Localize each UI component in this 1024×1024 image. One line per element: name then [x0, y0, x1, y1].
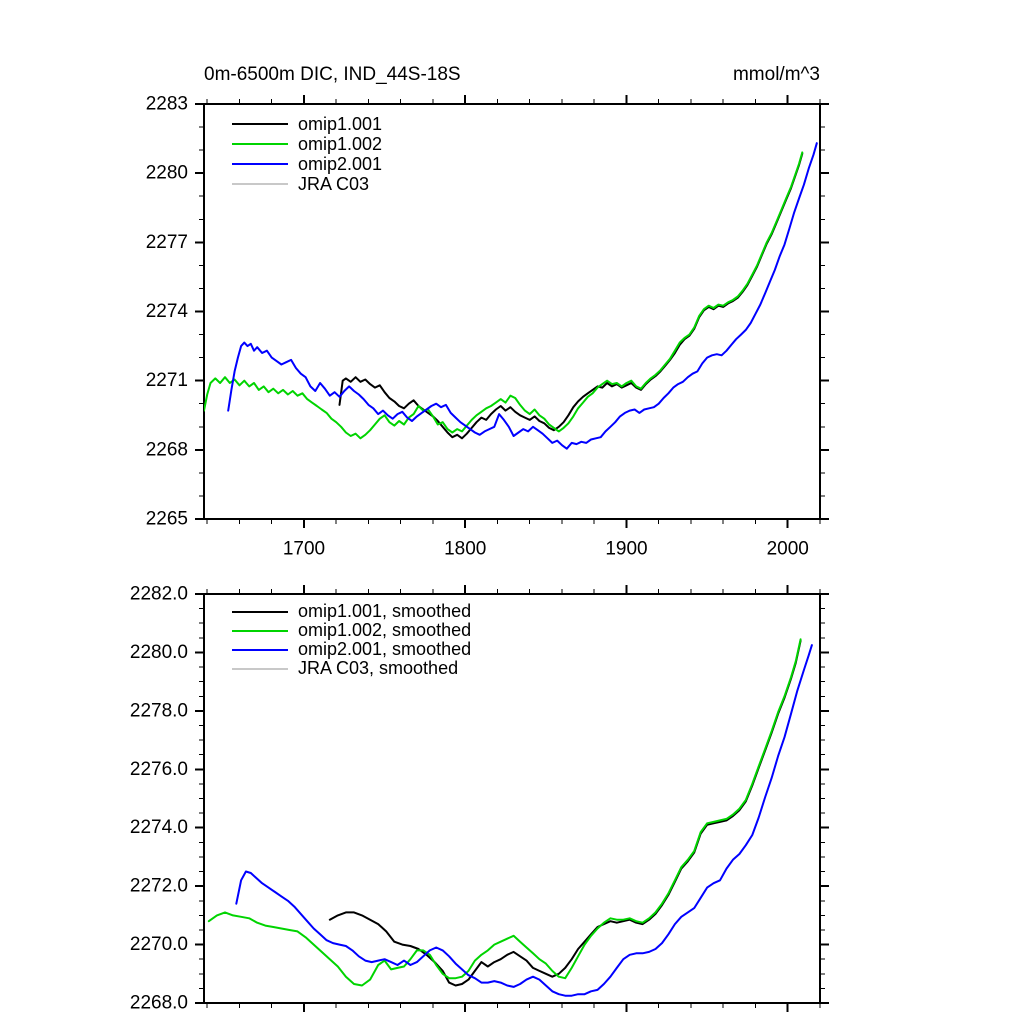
legend-item: omip1.002, smoothed [232, 620, 472, 640]
y-tick-label: 2278.0 [130, 700, 188, 721]
y-tick-label: 2268 [146, 439, 188, 460]
ticks [195, 95, 829, 528]
legend-label: JRA C03, smoothed [298, 658, 459, 678]
legend-item: JRA C03 [232, 174, 382, 194]
series-omip1-002-smoothed [207, 638, 802, 987]
chart-units-label: mmol/m^3 [732, 64, 820, 85]
y-tick-label: 2276.0 [130, 759, 188, 780]
y-tick-label: 2265 [146, 509, 188, 530]
y-tick-label: 2282.0 [130, 584, 188, 605]
legend-line-swatch [232, 667, 288, 670]
legend-label: omip1.001, smoothed [298, 601, 472, 621]
series-omip1-001-smoothed [328, 639, 802, 987]
legend-item: omip1.001, smoothed [232, 601, 472, 621]
y-tick-label: 2271 [146, 370, 188, 391]
panel-0: 2265 2268 2271 2274 2277 2280 2283 1700 1800 1900… [146, 94, 829, 560]
legend-item: JRA C03, smoothed [232, 658, 471, 678]
legend-label: omip1.002 [298, 133, 383, 154]
y-tick-label: 2280 [146, 163, 188, 184]
legend-top-panel: omip1.001 omip1.002 omip2.001 JRA C03 [232, 114, 382, 194]
legend-line-swatch [232, 163, 288, 165]
legend-item: omip2.001, smoothed [232, 639, 472, 659]
series-omip2-001 [227, 142, 818, 450]
y-tick-label: 2274 [146, 301, 189, 322]
x-tick-label: 1900 [605, 539, 647, 560]
y-tick-label: 2280.0 [130, 642, 188, 663]
y-tick-label: 2277 [146, 232, 188, 253]
x-tick-label: 1800 [444, 539, 486, 560]
x-tick-label: 2000 [767, 539, 809, 560]
legend-bottom-panel: omip1.001, smoothed omip1.002, smoothed … [232, 601, 472, 678]
ticks [195, 585, 829, 1012]
panel-1: 2268.0 2270.0 2272.0 2274.0 2276.0 2278.0 2280… [130, 584, 829, 1014]
series-omip1-002 [204, 151, 804, 440]
y-tick-label: 2270.0 [130, 934, 188, 955]
legend-label: omip1.001 [298, 113, 383, 134]
legend-label: omip2.001 [298, 153, 383, 174]
legend-line-swatch [232, 629, 288, 632]
series-omip1-001 [338, 152, 804, 440]
x-tick-label: 1700 [283, 539, 325, 560]
legend-item: omip1.001 [232, 114, 382, 134]
legend-line-swatch [232, 123, 288, 125]
chart-title: 0m-6500m DIC, IND_44S-18S [204, 64, 461, 85]
legend-line-swatch [232, 183, 288, 185]
legend-label: omip2.001, smoothed [298, 639, 472, 659]
y-tick-label: 2283 [146, 94, 188, 115]
y-tick-label: 2274.0 [130, 817, 188, 838]
y-tick-label: 2268.0 [130, 993, 188, 1014]
legend-line-swatch [232, 648, 288, 651]
legend-item: omip2.001 [232, 154, 382, 174]
chart-header: 0m-6500m DIC, IND_44S-18S mmol/m^3 [204, 64, 820, 86]
y-tick-label: 2272.0 [130, 876, 188, 897]
series-omip2-001-smoothed [235, 644, 813, 997]
legend-line-swatch [232, 610, 288, 613]
legend-label: JRA C03 [298, 173, 370, 194]
legend-label: omip1.002, smoothed [298, 620, 472, 640]
legend-item: omip1.002 [232, 134, 382, 154]
legend-line-swatch [232, 143, 288, 145]
